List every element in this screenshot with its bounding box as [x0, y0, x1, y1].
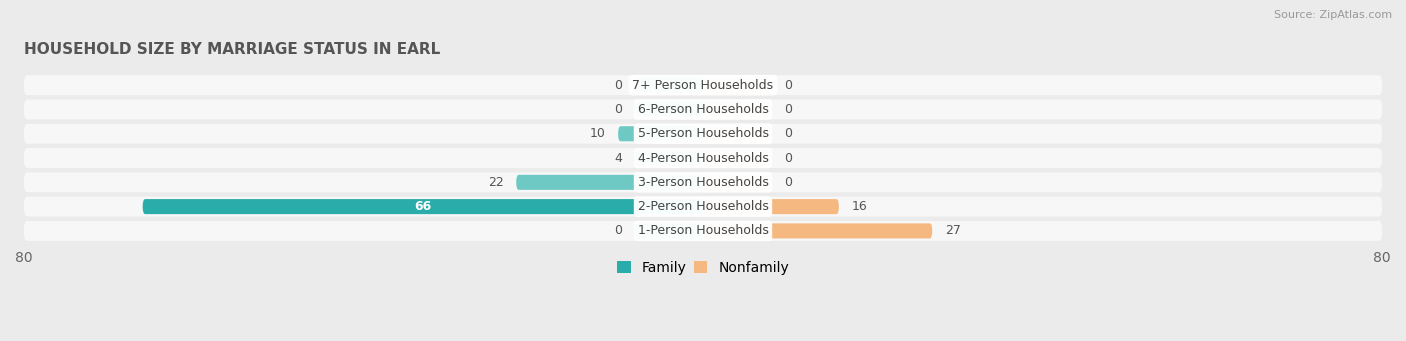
FancyBboxPatch shape [24, 100, 1382, 119]
FancyBboxPatch shape [703, 126, 770, 141]
Text: 0: 0 [783, 151, 792, 165]
Text: 0: 0 [783, 103, 792, 116]
FancyBboxPatch shape [24, 124, 1382, 144]
FancyBboxPatch shape [24, 221, 1382, 241]
FancyBboxPatch shape [24, 75, 1382, 95]
Text: 0: 0 [614, 79, 623, 92]
FancyBboxPatch shape [516, 175, 703, 190]
Text: 0: 0 [614, 224, 623, 237]
Text: 0: 0 [783, 79, 792, 92]
FancyBboxPatch shape [24, 148, 1382, 168]
Text: 1-Person Households: 1-Person Households [637, 224, 769, 237]
Text: 10: 10 [589, 127, 606, 140]
FancyBboxPatch shape [636, 102, 703, 117]
Text: 2-Person Households: 2-Person Households [637, 200, 769, 213]
FancyBboxPatch shape [703, 199, 839, 214]
Text: 4-Person Households: 4-Person Households [637, 151, 769, 165]
Text: 0: 0 [614, 103, 623, 116]
Text: 6-Person Households: 6-Person Households [637, 103, 769, 116]
Legend: Family, Nonfamily: Family, Nonfamily [612, 255, 794, 281]
FancyBboxPatch shape [636, 78, 703, 93]
Text: 22: 22 [488, 176, 503, 189]
Text: 66: 66 [415, 200, 432, 213]
FancyBboxPatch shape [24, 172, 1382, 192]
Text: Source: ZipAtlas.com: Source: ZipAtlas.com [1274, 10, 1392, 20]
Text: 3-Person Households: 3-Person Households [637, 176, 769, 189]
FancyBboxPatch shape [24, 197, 1382, 217]
Text: 16: 16 [852, 200, 868, 213]
FancyBboxPatch shape [142, 199, 703, 214]
FancyBboxPatch shape [703, 223, 932, 238]
Text: 5-Person Households: 5-Person Households [637, 127, 769, 140]
FancyBboxPatch shape [703, 150, 770, 166]
Text: HOUSEHOLD SIZE BY MARRIAGE STATUS IN EARL: HOUSEHOLD SIZE BY MARRIAGE STATUS IN EAR… [24, 42, 440, 57]
Text: 0: 0 [783, 127, 792, 140]
FancyBboxPatch shape [703, 175, 770, 190]
FancyBboxPatch shape [619, 126, 703, 141]
FancyBboxPatch shape [703, 102, 770, 117]
FancyBboxPatch shape [636, 150, 703, 166]
Text: 27: 27 [945, 224, 960, 237]
FancyBboxPatch shape [703, 78, 770, 93]
Text: 0: 0 [783, 176, 792, 189]
Text: 4: 4 [614, 151, 623, 165]
FancyBboxPatch shape [636, 223, 703, 238]
Text: 7+ Person Households: 7+ Person Households [633, 79, 773, 92]
